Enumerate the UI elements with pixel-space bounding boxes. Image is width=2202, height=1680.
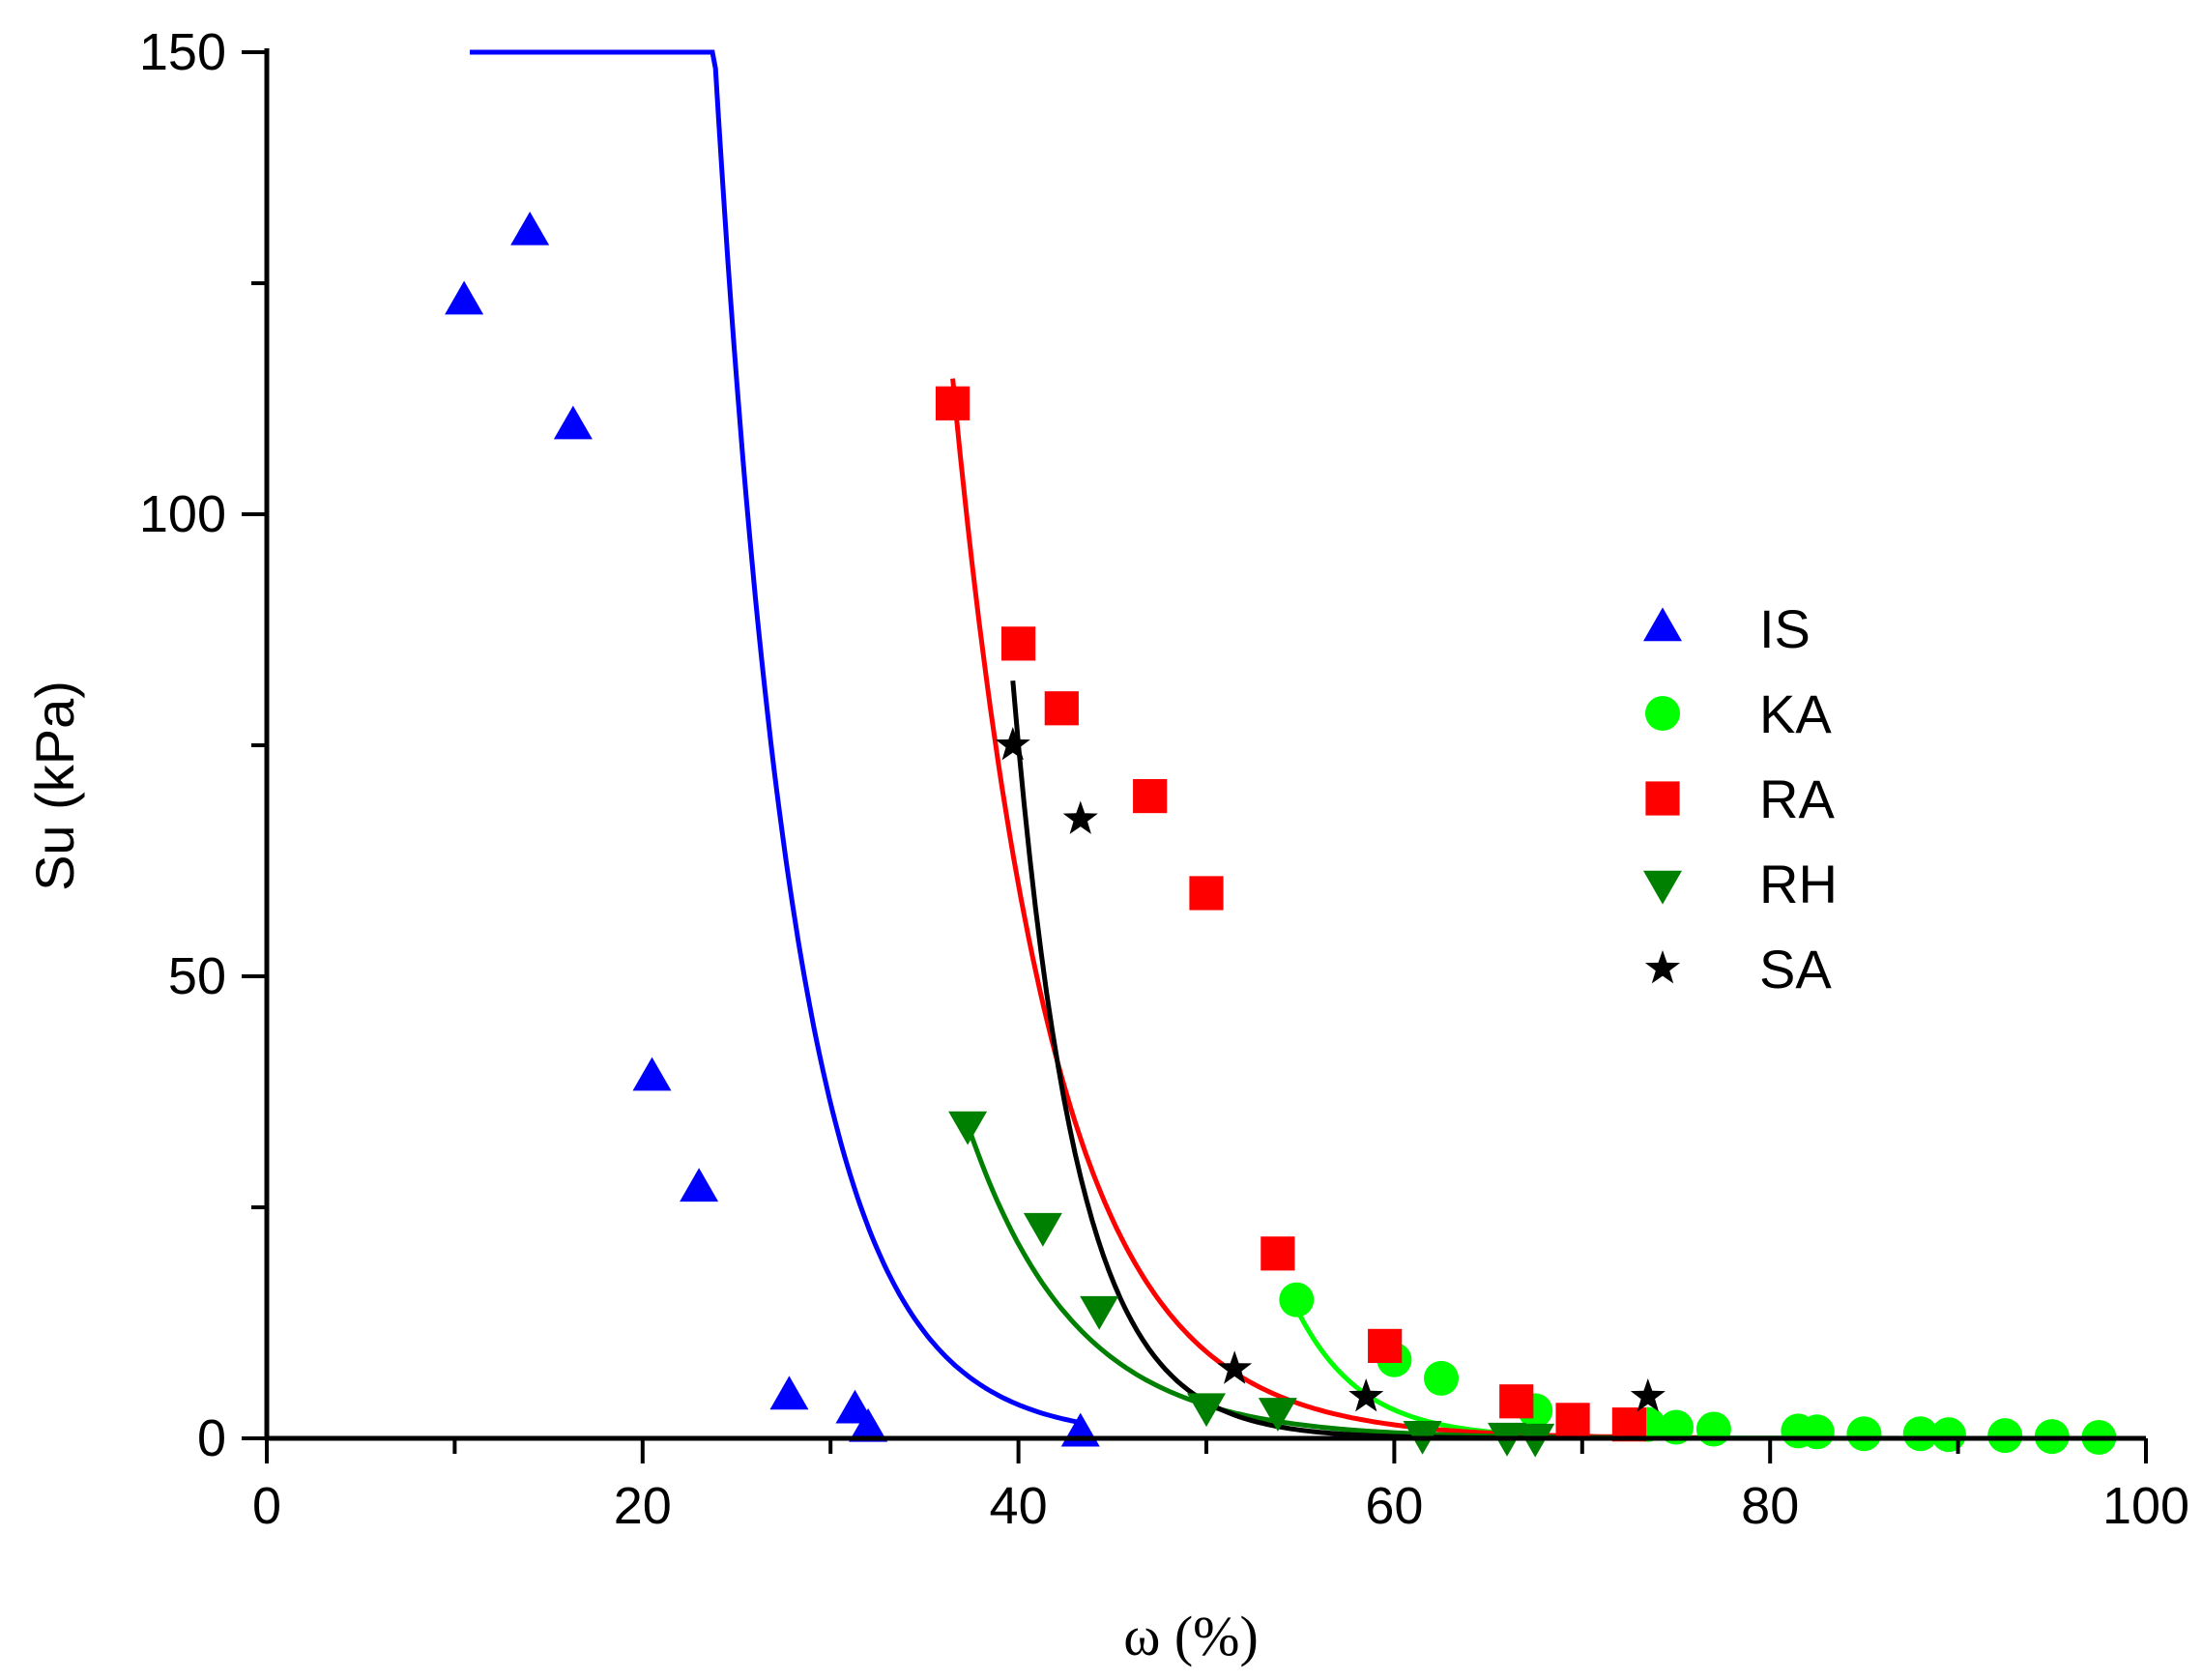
legend-label-rh: RH bbox=[1759, 854, 1838, 914]
point-rh-3 bbox=[1187, 1393, 1226, 1428]
fit-curve-rh bbox=[965, 1123, 1958, 1441]
point-ka-8 bbox=[1799, 1414, 1835, 1450]
point-ka-10 bbox=[1902, 1416, 1938, 1452]
point-ka-6 bbox=[1695, 1411, 1731, 1447]
y-tick-label-50: 50 bbox=[168, 947, 226, 1005]
legend-marker-rh bbox=[1643, 870, 1682, 905]
point-is-1 bbox=[510, 211, 550, 246]
legend-item-ka: KA bbox=[1645, 683, 1832, 744]
legend-item-is: IS bbox=[1643, 598, 1811, 659]
axes: 0 20 40 60 80 100 0 50 100 150 bbox=[139, 23, 2189, 1535]
series-rh bbox=[948, 1111, 1555, 1458]
y-tick-label-0: 0 bbox=[197, 1409, 226, 1467]
fit-curve-sa bbox=[1010, 680, 2146, 1441]
fit-curve-is bbox=[470, 49, 1086, 1426]
x-axis-title: ω (%) bbox=[1123, 1605, 1259, 1667]
y-axis-title: Su (kPa) bbox=[24, 681, 85, 891]
series-is bbox=[445, 211, 1100, 1447]
point-ka-2 bbox=[1424, 1360, 1459, 1396]
series-ka bbox=[1279, 1282, 2117, 1456]
point-is-5 bbox=[769, 1376, 809, 1410]
y-tick-label-150: 150 bbox=[139, 23, 226, 81]
x-tick-label-60: 60 bbox=[1365, 1477, 1423, 1535]
point-ra-0 bbox=[935, 386, 971, 420]
point-rh-1 bbox=[1023, 1212, 1062, 1247]
x-tick-label-80: 80 bbox=[1741, 1477, 1799, 1535]
point-ra-9 bbox=[1611, 1407, 1646, 1442]
point-ra-5 bbox=[1260, 1236, 1295, 1271]
point-rh-0 bbox=[948, 1111, 988, 1145]
x-tick-label-100: 100 bbox=[2102, 1477, 2189, 1535]
point-sa-2 bbox=[1217, 1350, 1253, 1384]
point-is-4 bbox=[680, 1168, 719, 1202]
legend-label-ra: RA bbox=[1759, 768, 1835, 829]
point-ka-12 bbox=[1987, 1418, 2023, 1454]
point-sa-0 bbox=[995, 727, 1030, 761]
point-is-2 bbox=[553, 405, 593, 440]
point-ra-8 bbox=[1555, 1403, 1590, 1437]
point-ra-2 bbox=[1044, 691, 1079, 726]
point-ka-0 bbox=[1279, 1282, 1315, 1318]
series-sa bbox=[995, 727, 1666, 1412]
point-ra-4 bbox=[1189, 876, 1224, 911]
point-is-0 bbox=[445, 280, 484, 315]
legend-marker-ra bbox=[1645, 781, 1680, 816]
point-sa-3 bbox=[1348, 1378, 1384, 1412]
point-is-3 bbox=[632, 1057, 672, 1091]
legend-marker-is bbox=[1643, 607, 1682, 642]
legend-item-sa: SA bbox=[1644, 939, 1832, 999]
legend-label-sa: SA bbox=[1759, 939, 1832, 999]
legend: IS KA RA RH SA bbox=[1643, 598, 1838, 999]
x-tick-label-20: 20 bbox=[614, 1477, 672, 1535]
point-ra-6 bbox=[1368, 1328, 1403, 1363]
y-tick-label-100: 100 bbox=[139, 485, 226, 543]
series-ra bbox=[935, 386, 1646, 1442]
point-rh-2 bbox=[1080, 1295, 1119, 1330]
fit-curves bbox=[470, 49, 2146, 1441]
legend-item-rh: RH bbox=[1643, 854, 1838, 914]
fit-curve-ra bbox=[950, 378, 1714, 1440]
legend-marker-sa bbox=[1644, 950, 1681, 984]
legend-item-ra: RA bbox=[1645, 768, 1835, 829]
point-sa-4 bbox=[1630, 1378, 1666, 1412]
point-is-7 bbox=[849, 1407, 888, 1442]
point-rh-4 bbox=[1258, 1398, 1297, 1432]
data-points bbox=[445, 211, 2117, 1458]
x-tick-label-0: 0 bbox=[252, 1477, 281, 1535]
point-ra-7 bbox=[1499, 1384, 1534, 1419]
x-tick-label-40: 40 bbox=[990, 1477, 1048, 1535]
point-ka-11 bbox=[1930, 1417, 1966, 1453]
legend-label-is: IS bbox=[1759, 598, 1811, 659]
point-ra-1 bbox=[1001, 626, 1036, 661]
legend-marker-ka bbox=[1645, 696, 1680, 731]
point-ra-3 bbox=[1133, 778, 1168, 814]
legend-label-ka: KA bbox=[1759, 683, 1832, 744]
point-sa-1 bbox=[1062, 800, 1098, 834]
point-ka-9 bbox=[1846, 1416, 1882, 1452]
